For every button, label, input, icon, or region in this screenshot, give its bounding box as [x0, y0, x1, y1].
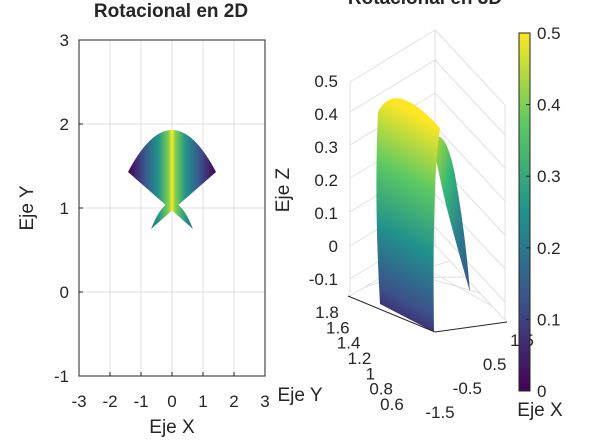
ytick-label: -1 — [54, 367, 69, 386]
ytick-label: 2 — [60, 115, 69, 134]
ytick-3d-label: 1.6 — [326, 318, 350, 337]
ytick-3d-label: 0.8 — [369, 380, 393, 399]
colorbar-tick-label: 0.5 — [537, 24, 561, 43]
ytick-label: 0 — [60, 283, 69, 302]
colorbar-gradient — [518, 32, 531, 392]
colorbar-tick-label: 0.4 — [537, 96, 561, 115]
ztick-label: 0.1 — [314, 204, 338, 223]
yticks-3d: 0.60.811.21.41.61.8 — [315, 303, 404, 414]
xtick-label: 2 — [229, 392, 238, 411]
zticks-3d: -0.1 0 0.1 0.2 0.3 0.4 0.5 — [309, 72, 338, 289]
zlabel-3d: Eje Z — [273, 167, 294, 212]
xtick-label: -1 — [133, 392, 148, 411]
title-3d: Rotacional en 3D — [348, 0, 502, 9]
colorbar-tick-label: 0.1 — [537, 310, 561, 329]
ytick-3d-label: 1.4 — [337, 334, 361, 353]
xlabel-3d: Eje X — [517, 400, 563, 421]
ztick-label: -0.1 — [309, 270, 338, 289]
xticks-2d: -3 -2 -1 0 1 2 3 — [71, 372, 270, 411]
colorbar-tick-label: 0.2 — [537, 239, 561, 258]
yticks-2d: -1 0 1 2 3 — [54, 31, 83, 386]
ytick-label: 3 — [60, 31, 69, 50]
ytick-label: 1 — [60, 199, 69, 218]
ytick-3d-label: 1 — [366, 364, 375, 383]
xlabel-2d: Eje X — [149, 417, 195, 438]
ztick-label: 0.3 — [314, 138, 338, 157]
ylabel-2d: Eje Y — [17, 185, 38, 230]
ztick-label: 0.2 — [314, 171, 338, 190]
ztick-label: 0.4 — [314, 105, 338, 124]
ztick-label: 0.5 — [314, 72, 338, 91]
xtick-label: 0 — [167, 392, 176, 411]
surface-3d-back — [432, 136, 470, 292]
axes-3d: Rotacional en 3D — [273, 0, 563, 422]
ytick-3d-label: 1.2 — [348, 349, 372, 368]
axis-3d-y-line — [347, 295, 436, 333]
ztick-label: 0 — [329, 237, 338, 256]
colorbar: 0 0.1 0.2 0.3 0.4 0.5 — [518, 24, 561, 401]
xtick-3d-label: -1.5 — [425, 403, 454, 422]
xtick-label: 1 — [198, 392, 207, 411]
surface-2d — [128, 130, 216, 229]
axis-3d-x-line — [434, 321, 508, 333]
xtick-3d-label: 0.5 — [483, 355, 507, 374]
xtick-label: -3 — [71, 392, 86, 411]
xtick-label: -2 — [102, 392, 117, 411]
title-2d: Rotacional en 2D — [94, 1, 248, 22]
xtick-3d-label: -0.5 — [453, 379, 482, 398]
colorbar-ticks: 0 0.1 0.2 0.3 0.4 0.5 — [526, 24, 561, 401]
axes-2d: Rotacional en 2D -3 -2 -1 0 1 2 3 -1 0 1 2 3 Eje X… — [17, 1, 270, 438]
xtick-label: 3 — [260, 392, 269, 411]
surface-3d-front — [376, 98, 440, 332]
ytick-3d-label: 1.8 — [315, 303, 339, 322]
colorbar-tick-label: 0 — [537, 382, 546, 401]
ylabel-3d: Eje Y — [277, 385, 322, 406]
ytick-3d-label: 0.6 — [380, 395, 404, 414]
colorbar-tick-label: 0.3 — [537, 167, 561, 186]
